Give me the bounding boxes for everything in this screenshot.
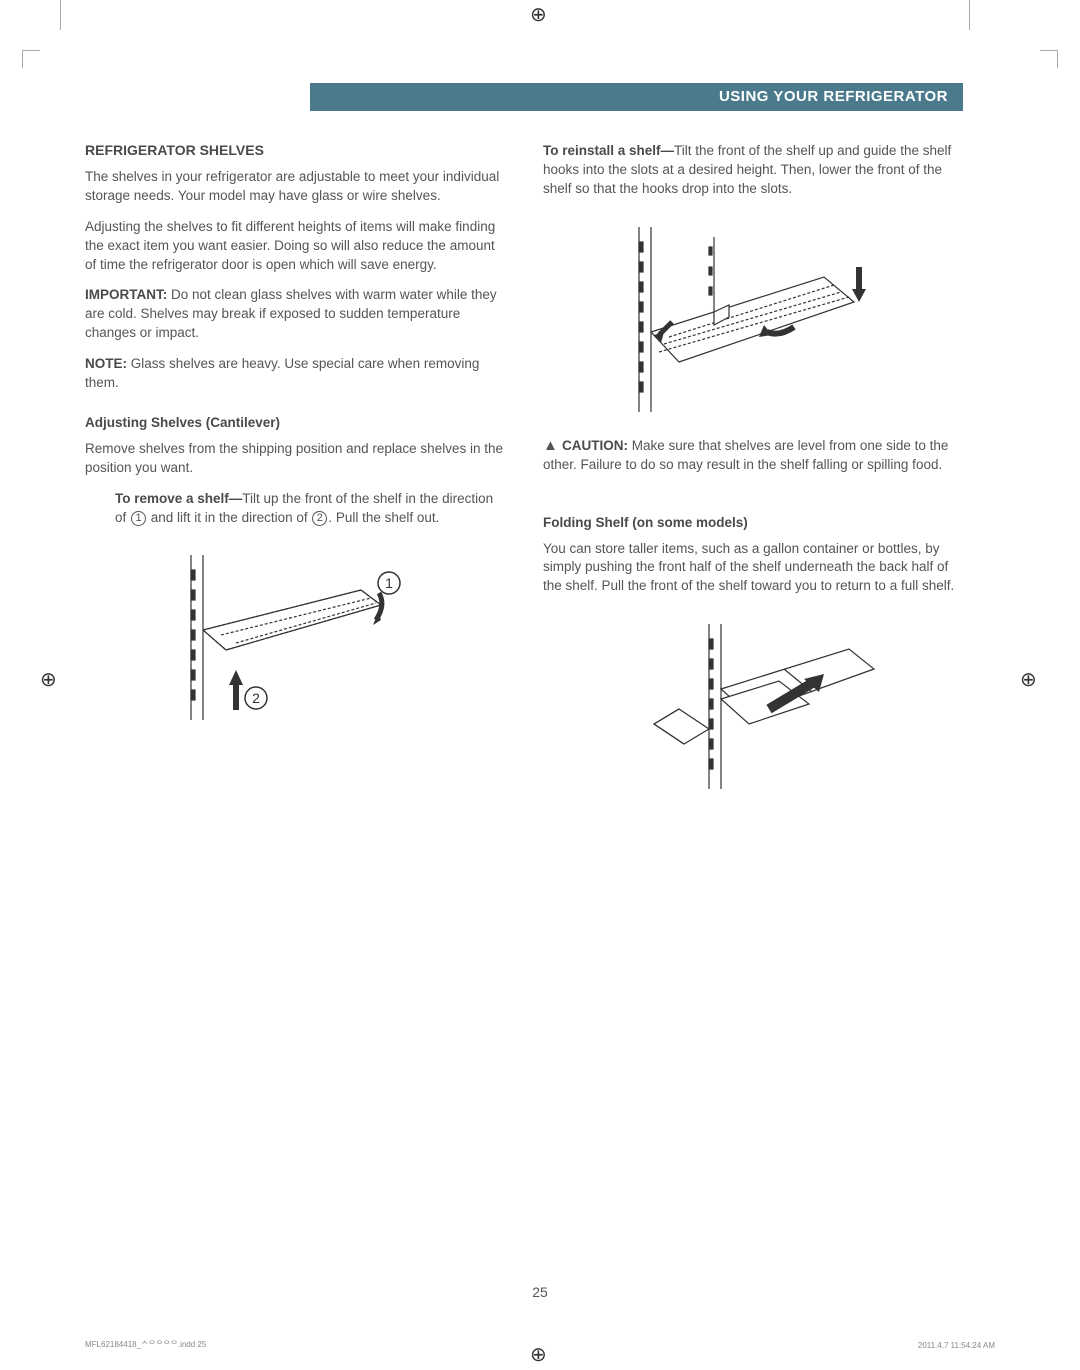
paragraph-remove-intro: Remove shelves from the shipping positio… bbox=[85, 440, 507, 478]
paragraph-folding: You can store taller items, such as a ga… bbox=[543, 540, 965, 597]
fig1-label-2: 2 bbox=[252, 690, 260, 706]
paragraph-caution: ▲ CAUTION: Make sure that shelves are le… bbox=[543, 435, 965, 475]
paragraph-intro: The shelves in your refrigerator are adj… bbox=[85, 168, 507, 206]
paragraph-reinstall: To reinstall a shelf—Tilt the front of t… bbox=[543, 142, 965, 199]
important-label: IMPORTANT: bbox=[85, 287, 167, 302]
registration-mark-left bbox=[40, 670, 60, 690]
registration-mark-top bbox=[530, 5, 550, 25]
fig1-label-1: 1 bbox=[385, 575, 393, 591]
caution-label: CAUTION: bbox=[562, 438, 628, 453]
crop-marks-top bbox=[60, 0, 970, 40]
note-text: Glass shelves are heavy. Use special car… bbox=[85, 356, 479, 390]
reinstall-label: To reinstall a shelf— bbox=[543, 143, 674, 158]
figure-folding-shelf bbox=[624, 614, 884, 794]
footer-filename: MFL62184418_ᄉᄋᄋᄋᄋ.indd 25 bbox=[85, 1339, 206, 1350]
subsection-folding-shelf: Folding Shelf (on some models) bbox=[543, 515, 965, 530]
crop-corner-tl bbox=[22, 50, 40, 68]
circled-number-2: 2 bbox=[312, 511, 327, 526]
section-header-band: USING YOUR REFRIGERATOR bbox=[310, 83, 963, 111]
registration-mark-right bbox=[1020, 670, 1040, 690]
note-label: NOTE: bbox=[85, 356, 127, 371]
registration-mark-bottom bbox=[530, 1345, 550, 1365]
content-area: REFRIGERATOR SHELVES The shelves in your… bbox=[85, 142, 965, 804]
paragraph-note: NOTE: Glass shelves are heavy. Use speci… bbox=[85, 355, 507, 393]
page-number: 25 bbox=[0, 1284, 1080, 1300]
right-column: To reinstall a shelf—Tilt the front of t… bbox=[543, 142, 965, 804]
paragraph-adjusting: Adjusting the shelves to fit different h… bbox=[85, 218, 507, 275]
left-column: REFRIGERATOR SHELVES The shelves in your… bbox=[85, 142, 507, 804]
crop-corner-tr bbox=[1040, 50, 1058, 68]
figure-remove-shelf: 1 2 bbox=[161, 545, 431, 725]
figure-reinstall-shelf bbox=[609, 217, 899, 417]
remove-label: To remove a shelf— bbox=[115, 491, 242, 506]
warning-icon: ▲ bbox=[543, 437, 562, 454]
remove-text-3: . Pull the shelf out. bbox=[328, 510, 439, 525]
footer-timestamp: 2011.4.7 11:54:24 AM bbox=[918, 1341, 995, 1350]
paragraph-important: IMPORTANT: Do not clean glass shelves wi… bbox=[85, 286, 507, 343]
subsection-adjusting-shelves: Adjusting Shelves (Cantilever) bbox=[85, 415, 507, 430]
section-title-shelves: REFRIGERATOR SHELVES bbox=[85, 142, 507, 158]
paragraph-remove-shelf: To remove a shelf—Tilt up the front of t… bbox=[115, 490, 507, 528]
circled-number-1: 1 bbox=[131, 511, 146, 526]
remove-text-2: and lift it in the direction of bbox=[147, 510, 311, 525]
